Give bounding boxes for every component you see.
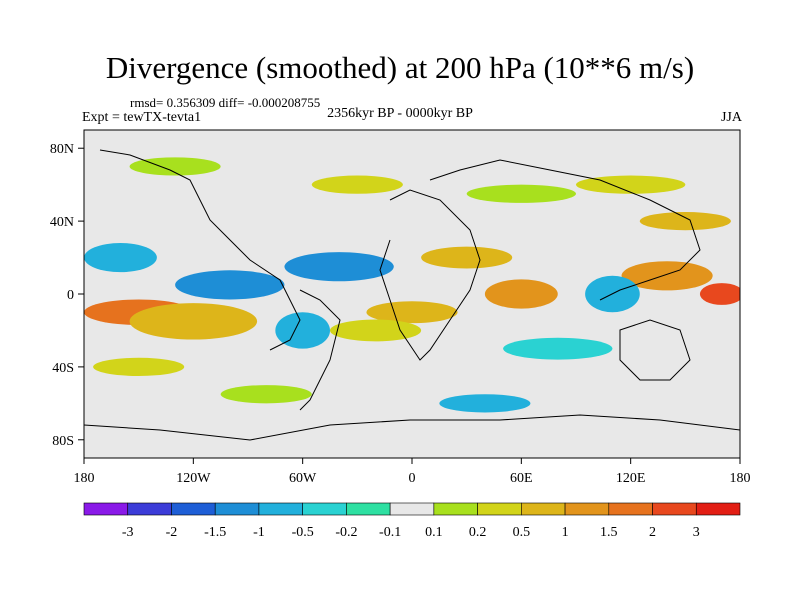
colorbar-label-12: 2: [649, 525, 656, 540]
coastlines: [84, 149, 740, 441]
x-tick-label-1: 120W: [176, 471, 211, 486]
x-tick-label-5: 120E: [616, 471, 646, 486]
field-patch-16: [503, 337, 613, 360]
x-tick-label-6: 180: [730, 471, 751, 486]
field-patch-21: [93, 357, 185, 376]
colorbar-swatch-4: [258, 502, 303, 516]
season-text: JJA: [720, 110, 742, 125]
colorbar-label-2: -1.5: [204, 525, 226, 540]
y-tick-label-3: 40S: [52, 361, 74, 376]
field-patch-12: [311, 175, 403, 194]
x-tick-label-2: 60W: [289, 471, 317, 486]
field-patch-13: [466, 184, 576, 203]
colorbar-label-3: -1: [253, 525, 265, 540]
field-patch-11: [421, 246, 513, 269]
field-patch-15: [129, 157, 221, 176]
colorbar-swatch-9: [477, 502, 522, 516]
x-tick-label-0: 180: [74, 471, 95, 486]
field-patch-1: [129, 303, 258, 340]
colorbar-label-6: -0.1: [379, 525, 401, 540]
colorbar-swatch-6: [346, 502, 391, 516]
colorbar-label-9: 0.5: [513, 525, 531, 540]
field-patch-3: [175, 270, 285, 300]
colorbar-swatch-0: [83, 502, 129, 516]
field-patch-18: [439, 394, 531, 413]
colorbar-label-1: -2: [166, 525, 178, 540]
colorbar-label-11: 1.5: [600, 525, 618, 540]
y-tick-label-2: 0: [67, 288, 74, 303]
field-patch-9: [699, 283, 740, 305]
period-text: 2356kyr BP - 0000kyr BP: [327, 106, 473, 121]
y-tick-label-0: 80N: [50, 142, 74, 157]
field-patch-8: [621, 261, 713, 291]
colorbar-label-7: 0.1: [425, 525, 443, 540]
colorbar-label-4: -0.5: [292, 525, 314, 540]
y-tick-label-1: 40N: [50, 215, 74, 230]
colorbar-swatch-3: [214, 502, 260, 516]
colorbar-swatch-5: [302, 502, 347, 516]
colorbar-swatch-12: [608, 502, 653, 516]
colorbar-swatch-2: [171, 502, 216, 516]
stats-text: rmsd= 0.356309 diff= -0.000208755: [130, 95, 321, 110]
x-tick-label-3: 0: [409, 471, 416, 486]
field-patch-4: [284, 252, 394, 282]
experiment-text: Expt = tewTX-tevta1: [82, 110, 202, 125]
x-axis: 180 120W 60W 0 60E 120E 180: [74, 458, 751, 486]
field-patch-17: [220, 385, 312, 404]
y-tick-label-4: 80S: [52, 434, 74, 449]
colorbar-swatch-14: [695, 502, 741, 516]
field-patch-6: [330, 319, 422, 342]
x-tick-label-4: 60E: [510, 471, 533, 486]
colorbar-label-13: 3: [693, 525, 700, 540]
colorbar-swatch-10: [521, 502, 566, 516]
field-patch-19: [275, 312, 330, 349]
colorbar-label-5: -0.2: [335, 525, 357, 540]
colorbar-swatch-8: [433, 502, 478, 516]
colorbar-swatch-1: [127, 502, 172, 516]
field-patch-14: [576, 175, 686, 194]
figure-title: Divergence (smoothed) at 200 hPa (10**6 …: [105, 50, 695, 85]
colorbar-swatch-13: [652, 502, 697, 516]
colorbar-label-8: 0.2: [469, 525, 487, 540]
field-patch-2: [84, 242, 157, 273]
colorbar-label-10: 1: [562, 525, 569, 540]
field-patch-5: [366, 301, 458, 324]
colorbar-swatch-11: [564, 502, 610, 516]
y-axis: 80N 40N 0 40S 80S: [50, 142, 84, 449]
colorbar-label-0: -3: [122, 525, 134, 540]
divergence-field: [84, 157, 740, 413]
field-patch-7: [484, 279, 558, 309]
colorbar: -3 -2 -1.5 -1 -0.5 -0.2 -0.1 0.1 0.2 0.5 1 1.5 2 3: [83, 502, 741, 540]
colorbar-swatch-7: [389, 502, 435, 516]
field-patch-20: [639, 212, 731, 231]
